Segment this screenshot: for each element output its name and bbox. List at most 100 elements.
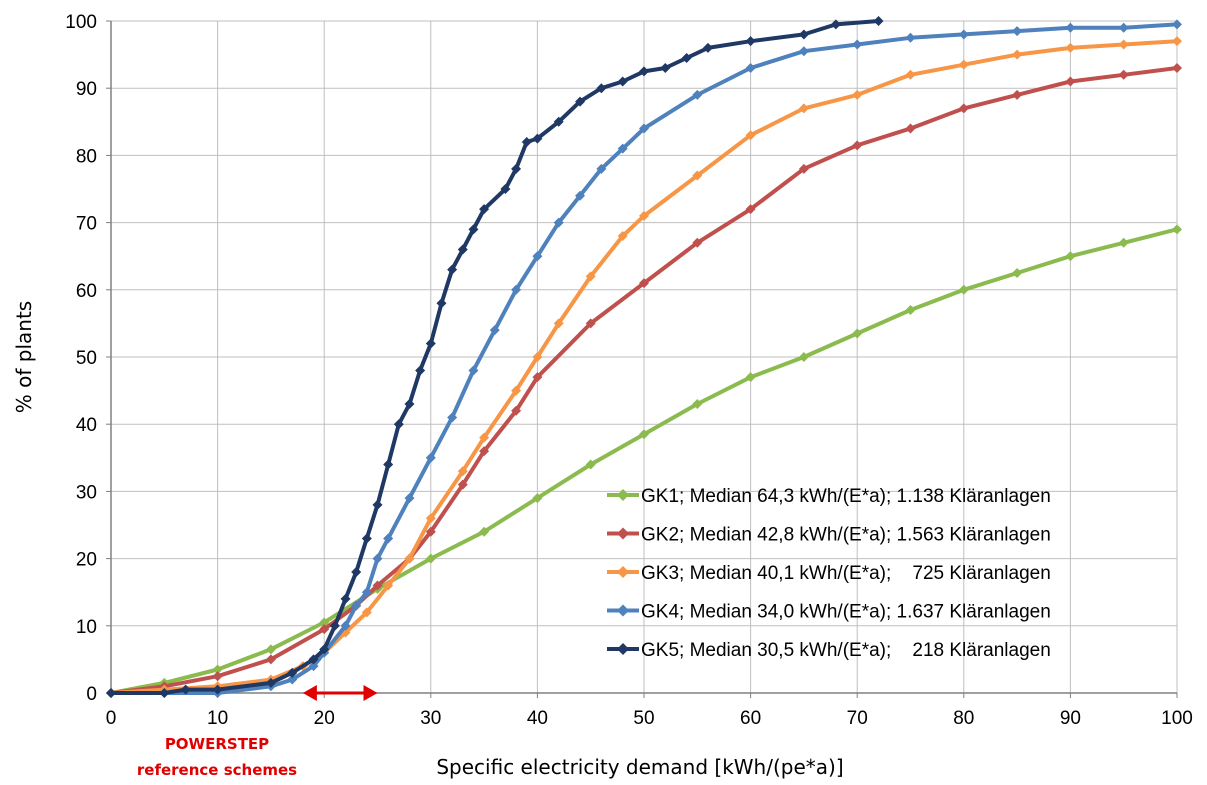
data-point [212, 684, 223, 695]
data-point [702, 42, 713, 53]
data-point [639, 278, 649, 289]
data-point [660, 63, 671, 74]
data-point [511, 405, 522, 416]
data-point [479, 446, 490, 457]
data-point [692, 89, 703, 100]
data-point [404, 493, 415, 504]
data-point [852, 140, 863, 151]
data-point [596, 83, 607, 94]
range-arrow-right-head [363, 685, 378, 701]
data-point [532, 372, 543, 383]
data-point [585, 318, 596, 329]
legend-item-gk3: GK3; Median 40,1 kWh/(E*a); 725 Kläranla… [607, 563, 1051, 584]
data-point [468, 224, 479, 235]
data-point [532, 133, 543, 144]
data-point [361, 533, 372, 544]
data-point [425, 513, 436, 524]
data-point [404, 399, 415, 410]
legend-label: GK1; Median 64,3 kWh/(E*a); 1.138 Kläran… [641, 486, 1051, 507]
data-point [159, 688, 170, 698]
data-point [287, 667, 298, 678]
data-point [958, 59, 969, 70]
data-point [372, 499, 383, 510]
legend-item-gk2: GK2; Median 42,8 kWh/(E*a); 1.563 Kläran… [607, 525, 1051, 546]
data-point [532, 493, 543, 504]
data-point [532, 352, 543, 362]
data-point [468, 365, 479, 376]
data-point [1065, 251, 1076, 262]
data-point [265, 644, 276, 655]
legend-swatch-marker [617, 604, 629, 617]
x-tick-label: 20 [314, 708, 335, 729]
data-point [383, 459, 394, 470]
data-point [511, 284, 522, 295]
data-point [852, 89, 863, 100]
data-point [692, 237, 703, 248]
data-point [596, 163, 607, 174]
data-point [639, 210, 649, 221]
data-point [479, 526, 490, 537]
legend-label: GK3; Median 40,1 kWh/(E*a); 725 Kläranla… [641, 563, 1051, 584]
data-point [798, 163, 809, 174]
data-point [553, 217, 564, 228]
data-point [1012, 49, 1023, 60]
legend-item-gk5: GK5; Median 30,5 kWh/(E*a); 218 Kläranla… [607, 640, 1051, 661]
y-tick-label: 0 [86, 684, 97, 705]
data-point [500, 184, 511, 194]
x-tick-label: 50 [633, 708, 654, 729]
data-point [340, 593, 351, 604]
data-point [553, 318, 564, 329]
data-point [404, 553, 415, 564]
series-line [109, 22, 1179, 695]
data-point [457, 244, 468, 255]
data-point [425, 338, 436, 349]
data-point [958, 284, 969, 295]
data-point [798, 103, 809, 114]
legend-swatch-marker [617, 566, 629, 578]
x-tick-label: 90 [1060, 708, 1081, 729]
data-point [905, 69, 916, 80]
data-point [745, 36, 756, 47]
x-tick-label: 0 [106, 708, 117, 729]
data-point [265, 677, 276, 688]
y-tick-label: 100 [65, 12, 97, 33]
data-point [585, 459, 596, 470]
data-point [1065, 22, 1076, 33]
y-axis-ticks: 0 10 20 30 40 50 60 70 80 90 100 [65, 12, 97, 705]
data-point [457, 479, 468, 490]
y-tick-label: 80 [76, 146, 97, 167]
data-point [905, 123, 916, 134]
data-point [1118, 39, 1129, 50]
data-point [1012, 89, 1023, 100]
data-point [905, 32, 916, 43]
data-point [1172, 224, 1182, 235]
legend-label: GK2; Median 42,8 kWh/(E*a); 1.563 Kläran… [641, 525, 1051, 546]
data-point [287, 674, 298, 685]
y-tick-label: 10 [76, 617, 97, 638]
data-point [1118, 22, 1129, 33]
data-point [1065, 42, 1076, 53]
data-point [479, 204, 490, 215]
data-point [265, 654, 276, 665]
data-point [681, 52, 692, 63]
y-tick-label: 30 [76, 482, 97, 503]
data-point [575, 190, 586, 201]
y-tick-label: 50 [76, 348, 97, 369]
data-point [639, 66, 649, 77]
legend-label: GK5; Median 30,5 kWh/(E*a); 218 Kläranla… [641, 640, 1051, 661]
data-point [425, 452, 436, 463]
x-tick-label: 30 [420, 708, 441, 729]
legend-label: GK4; Median 34,0 kWh/(E*a); 1.637 Kläran… [641, 602, 1051, 623]
data-point [958, 103, 969, 114]
data-point [479, 432, 490, 443]
data-point [212, 664, 223, 675]
data-point [1172, 36, 1182, 47]
data-point [1012, 26, 1023, 37]
data-point [905, 304, 916, 315]
data-point [425, 553, 436, 564]
y-tick-label: 40 [76, 415, 97, 436]
y-axis-title: % of plants [12, 301, 36, 413]
data-point [436, 298, 447, 309]
data-point [745, 372, 756, 383]
